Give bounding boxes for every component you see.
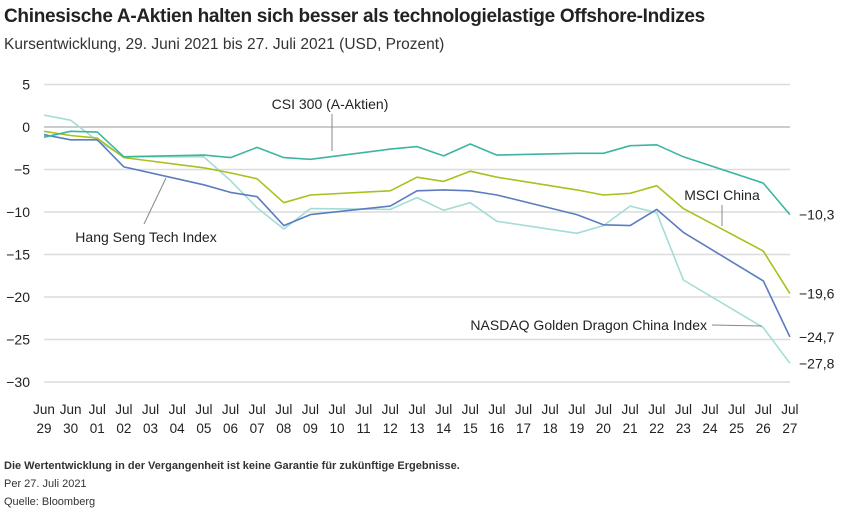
x-tick-label: 13 — [409, 421, 424, 436]
chart-subtitle: Kursentwicklung, 29. Juni 2021 bis 27. J… — [4, 36, 445, 53]
y-tick-label: 5 — [22, 77, 30, 93]
x-tick-label: 21 — [623, 421, 638, 436]
y-tick-label: 0 — [22, 119, 30, 135]
x-tick-label: Jul — [621, 402, 638, 417]
x-tick-label: 11 — [357, 421, 371, 436]
x-tick-label: Jul — [462, 402, 479, 417]
x-tick-label: 17 — [516, 421, 531, 436]
x-tick-label: 20 — [596, 421, 611, 436]
x-tick-label: Jul — [328, 402, 345, 417]
series-name-label: Hang Seng Tech Index — [75, 229, 216, 245]
x-tick-label: Jul — [195, 402, 212, 417]
series-labels: −10,3 −19,6 −24,7 −27,8 CSI 300 (A-Aktien) Ha… — [75, 96, 834, 371]
y-tick-label: −15 — [6, 247, 30, 263]
y-tick-label: −30 — [6, 374, 30, 390]
x-tick-label: 18 — [543, 421, 558, 436]
end-value-label: −10,3 — [799, 207, 835, 223]
x-tick-label: 22 — [649, 421, 664, 436]
chart-title: Chinesische A-Aktien halten sich besser … — [4, 6, 705, 27]
y-tick-label: −20 — [6, 289, 30, 305]
x-tick-label: 02 — [116, 421, 131, 436]
x-tick-label: 09 — [303, 421, 318, 436]
leader-line — [711, 324, 763, 327]
series-lines — [43, 114, 791, 364]
x-tick-label: Jul — [728, 402, 745, 417]
x-tick-label: Jul — [248, 402, 265, 417]
x-tick-label: Jul — [701, 402, 718, 417]
end-value-label: −27,8 — [799, 355, 835, 371]
series-name-label: NASDAQ Golden Dragon China Index — [470, 317, 707, 333]
x-tick-label: Jun — [60, 402, 82, 417]
end-value-label: −19,6 — [799, 286, 835, 302]
y-tick-label: −5 — [14, 162, 30, 178]
x-tick-label: Jul — [755, 402, 772, 417]
series-name-label: MSCI China — [684, 187, 760, 203]
x-tick-label: 26 — [756, 421, 771, 436]
y-axis: 5 0 −5 −10 −15 −20 −25 −30 — [6, 77, 30, 391]
as-of-date: Per 27. Juli 2021 — [4, 478, 87, 490]
x-tick-label: Jul — [488, 402, 505, 417]
x-tick-label: Jul — [515, 402, 532, 417]
series-name-label: CSI 300 (A-Aktien) — [272, 96, 389, 112]
x-tick-label: Jul — [781, 402, 798, 417]
x-tick-label: 15 — [463, 421, 478, 436]
x-tick-label: 05 — [196, 421, 211, 436]
x-tick-label: Jul — [222, 402, 239, 417]
x-tick-label: Jul — [542, 402, 559, 417]
x-tick-label: Jun — [33, 402, 55, 417]
x-tick-label: Jul — [595, 402, 612, 417]
x-tick-label: Jul — [648, 402, 665, 417]
x-tick-label: 19 — [569, 421, 584, 436]
x-tick-label: 27 — [782, 421, 797, 436]
gridlines — [44, 83, 790, 383]
x-tick-label: Jul — [408, 402, 425, 417]
series-line-2 — [43, 133, 791, 338]
x-tick-label: Jul — [382, 402, 399, 417]
x-tick-label: 25 — [729, 421, 744, 436]
x-tick-label: 04 — [170, 421, 186, 436]
x-tick-label: 01 — [90, 421, 105, 436]
x-tick-label: 06 — [223, 421, 238, 436]
x-tick-label: Jul — [302, 402, 319, 417]
y-tick-label: −25 — [6, 332, 30, 348]
source: Quelle: Bloomberg — [4, 496, 96, 508]
end-value-label: −24,7 — [799, 329, 835, 345]
x-tick-label: 16 — [489, 421, 504, 436]
leader-line — [143, 177, 167, 225]
x-tick-label: Jul — [568, 402, 585, 417]
x-tick-label: 03 — [143, 421, 158, 436]
x-tick-label: Jul — [169, 402, 186, 417]
x-tick-label: Jul — [89, 402, 106, 417]
x-axis: Jun 29 Jun 30 Jul 01 Jul 02 Jul 03 Jul 04 Jul 05 Jul 06… — [33, 402, 798, 436]
x-tick-label: 12 — [383, 421, 398, 436]
x-tick-label: 10 — [330, 421, 345, 436]
x-tick-label: 30 — [63, 421, 78, 436]
x-tick-label: 07 — [250, 421, 265, 436]
x-tick-label: Jul — [142, 402, 159, 417]
series-line-1 — [43, 130, 791, 295]
y-tick-label: −10 — [6, 204, 30, 220]
x-tick-label: Jul — [275, 402, 292, 417]
x-tick-label: Jul — [115, 402, 132, 417]
x-tick-label: 23 — [676, 421, 691, 436]
series-line-0 — [43, 130, 791, 216]
x-tick-label: 24 — [702, 421, 718, 436]
x-tick-label: 08 — [276, 421, 291, 436]
line-chart: 5 0 −5 −10 −15 −20 −25 −30 Jun 29 Jun 30 Jul 01 Jul 02… — [6, 77, 834, 437]
disclaimer: Die Wertentwicklung in der Vergangenheit… — [4, 460, 460, 472]
x-tick-label: 14 — [436, 421, 452, 436]
x-tick-label: Jul — [435, 402, 452, 417]
x-tick-label: Jul — [355, 402, 372, 417]
x-tick-label: Jul — [675, 402, 692, 417]
x-tick-label: 29 — [36, 421, 51, 436]
